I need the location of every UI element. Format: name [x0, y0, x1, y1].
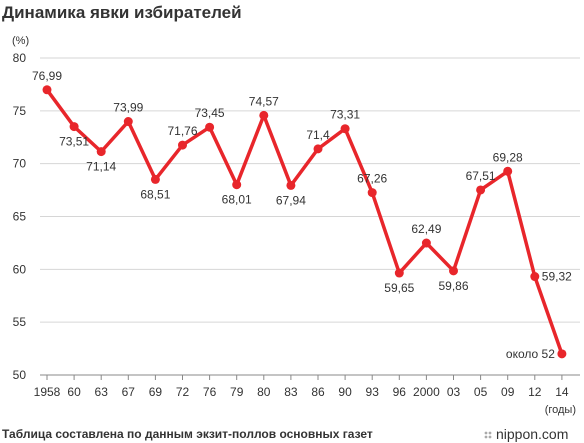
x-tick-label: 60 [67, 385, 81, 399]
watermark: nippon.com [484, 426, 568, 442]
data-points [42, 85, 567, 359]
data-point [367, 188, 377, 198]
data-label: 59,86 [438, 279, 468, 293]
data-label: 67,51 [466, 169, 496, 183]
data-point [313, 144, 323, 154]
x-tick-label: 2000 [413, 385, 440, 399]
data-label: 71,14 [86, 160, 116, 174]
source-note: Таблица составлена по данным экзит-полло… [2, 427, 373, 441]
data-label: 62,49 [411, 222, 441, 236]
x-tick-label: 69 [149, 385, 163, 399]
x-tick-label: 76 [203, 385, 217, 399]
x-tick-label: 83 [284, 385, 298, 399]
x-tick-label: 1958 [34, 385, 61, 399]
data-label: 74,57 [249, 94, 279, 108]
turnout-series-line [45, 88, 564, 355]
data-point [286, 180, 296, 190]
data-label: 73,99 [113, 101, 143, 115]
data-point [42, 85, 52, 95]
data-point [96, 147, 106, 157]
x-tick-label: 14 [555, 385, 569, 399]
data-point [503, 166, 513, 176]
x-tick-label: 79 [230, 385, 244, 399]
data-label: 73,45 [195, 106, 225, 120]
x-tick-label: 80 [257, 385, 271, 399]
y-axis-unit: (%) [12, 35, 29, 47]
data-label: 76,99 [32, 69, 62, 83]
x-tick-label: 12 [528, 385, 542, 399]
x-tick-label: 72 [176, 385, 190, 399]
watermark-text: nippon.com [496, 426, 568, 442]
data-point [123, 117, 133, 127]
data-label: около 52 [506, 347, 555, 361]
data-labels: 76,99 73,51 71,14 73,99 68,51 71,76 73,45 68,01… [32, 69, 572, 361]
x-tick-label: 67 [122, 385, 136, 399]
y-tick-label: 50 [13, 368, 27, 382]
y-tick-label: 60 [13, 262, 27, 276]
data-point [530, 272, 540, 282]
y-tick-label: 55 [13, 315, 27, 329]
y-tick-label: 75 [13, 104, 27, 118]
data-label: 73,31 [330, 108, 360, 122]
x-tick-label: 63 [95, 385, 109, 399]
data-point [259, 110, 269, 120]
x-axis-unit: (годы) [545, 404, 576, 416]
x-tick-label: 86 [311, 385, 325, 399]
data-point [69, 122, 79, 132]
x-tick-label: 03 [447, 385, 461, 399]
y-tick-label: 80 [13, 51, 27, 65]
x-axis-ticks: 1958 60 63 67 69 72 76 79 80 83 86 90 93 96 2000 03 05 09… [34, 375, 569, 399]
data-point [421, 238, 431, 248]
data-label: 59,32 [542, 270, 572, 284]
watermark-dot-icon [484, 431, 488, 435]
data-point [150, 174, 160, 184]
data-point [178, 140, 187, 150]
x-tick-label: 90 [338, 385, 352, 399]
data-label: 67,94 [276, 193, 306, 207]
y-tick-label: 70 [13, 157, 27, 171]
data-label: 59,65 [384, 281, 414, 295]
data-label: 68,01 [222, 193, 252, 207]
watermark-dot-icon [488, 431, 492, 435]
x-tick-label: 09 [501, 385, 515, 399]
data-point [394, 268, 404, 278]
grid-lines [40, 57, 580, 323]
data-point [340, 124, 350, 134]
data-label: 73,51 [59, 135, 89, 149]
x-tick-label: 96 [393, 385, 407, 399]
data-label: 68,51 [140, 187, 170, 201]
data-label: 67,26 [357, 172, 387, 186]
data-point [232, 180, 242, 190]
x-tick-label: 05 [474, 385, 488, 399]
data-label: 69,28 [493, 150, 523, 164]
watermark-dot-icon [484, 435, 488, 439]
data-point [205, 122, 215, 132]
data-point [476, 185, 486, 195]
data-label: 71,76 [167, 124, 197, 138]
data-point [557, 349, 567, 359]
data-label: 71,4 [306, 128, 330, 142]
chart-title: Динамика явки избирателей [2, 3, 242, 22]
x-tick-label: 93 [366, 385, 380, 399]
watermark-dot-icon [488, 435, 492, 439]
data-point [449, 266, 458, 276]
y-axis-ticks: 50 55 60 65 70 75 80 [13, 51, 27, 382]
y-tick-label: 65 [13, 210, 27, 224]
